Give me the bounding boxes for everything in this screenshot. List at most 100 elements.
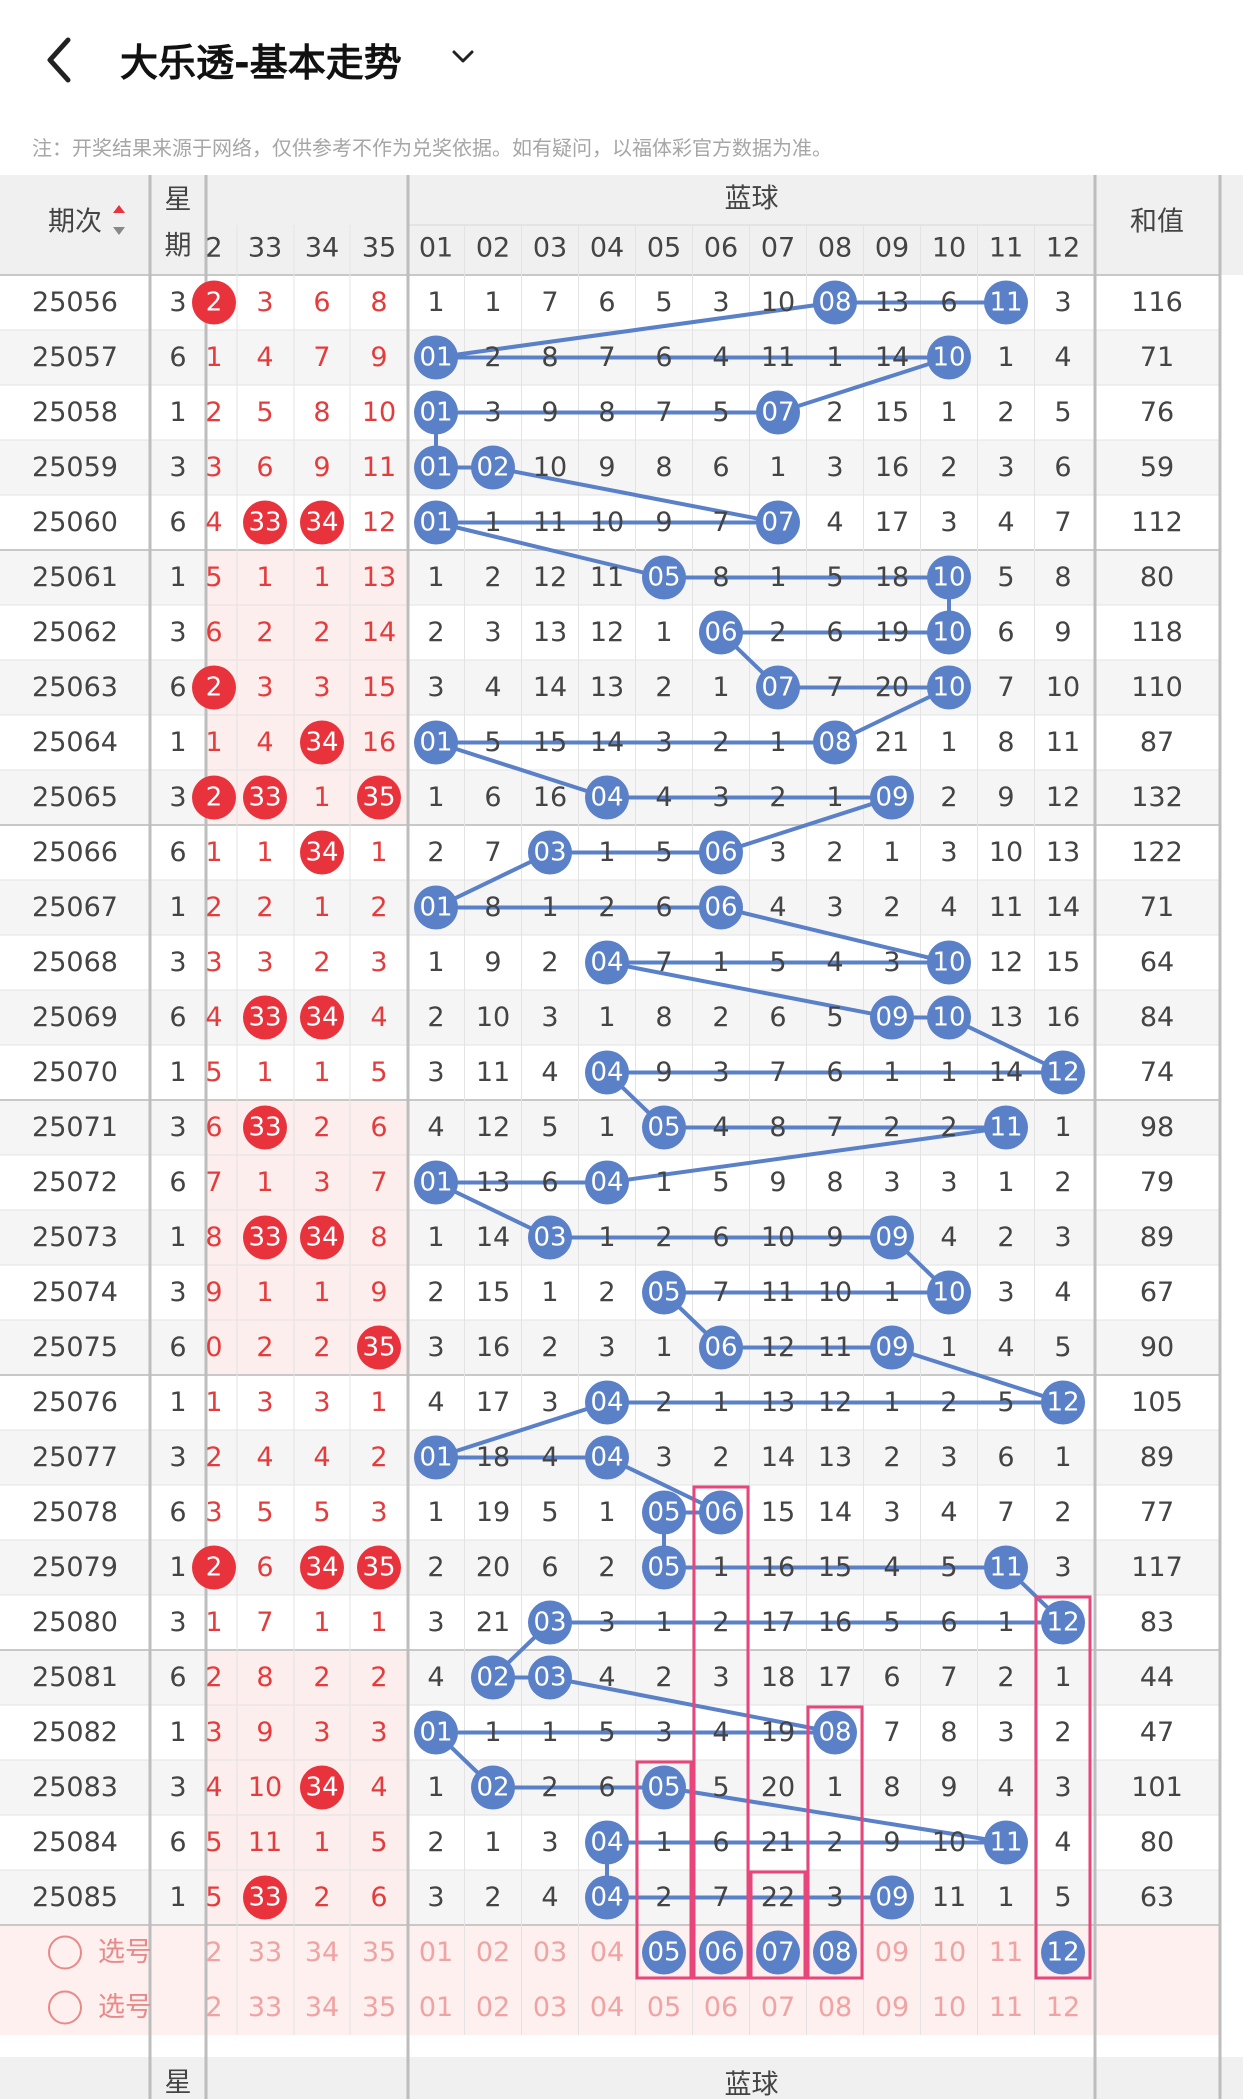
pick-blue-number[interactable]: 03	[533, 1992, 567, 2023]
red-miss-count: 5	[370, 1827, 387, 1858]
pick-blue-number[interactable]: 10	[932, 1992, 966, 2023]
chevron-down-icon[interactable]	[448, 42, 478, 72]
sort-up-icon[interactable]	[113, 205, 125, 213]
pick-row-label[interactable]: 选号	[98, 1937, 152, 1968]
red-miss-count: 6	[313, 287, 330, 318]
table-row-bg	[0, 1320, 1220, 1375]
pick-blue-number[interactable]: 08	[818, 1992, 852, 2023]
red-miss-count: 1	[370, 1387, 387, 1418]
weekday-value: 3	[169, 1772, 186, 1803]
red-miss-count: 1	[313, 1827, 330, 1858]
pick-front-number[interactable]: 35	[362, 1937, 396, 1968]
pick-front-number[interactable]: 2	[205, 1992, 222, 2023]
blue-miss-count: 1	[427, 1497, 444, 1528]
pick-blue-number[interactable]: 11	[989, 1992, 1023, 2023]
pick-area-bg	[0, 1925, 1220, 2035]
red-miss-count: 5	[256, 397, 273, 428]
blue-miss-count: 4	[940, 1222, 957, 1253]
blue-miss-count: 15	[875, 397, 909, 428]
page-title[interactable]: 大乐透-基本走势	[120, 41, 402, 85]
pick-blue-number[interactable]: 01	[419, 1937, 453, 1968]
pick-blue-number[interactable]: 03	[533, 1937, 567, 1968]
pick-blue-number[interactable]: 04	[590, 1992, 624, 2023]
blue-miss-count: 4	[712, 1112, 729, 1143]
pick-blue-number[interactable]: 07	[761, 1938, 794, 1968]
blue-miss-count: 2	[883, 892, 900, 923]
blue-ball-number: 08	[818, 1718, 851, 1748]
red-ball	[357, 775, 401, 820]
pick-radio[interactable]	[48, 1935, 82, 1970]
pick-front-number[interactable]: 2	[205, 1937, 222, 1968]
back-arrow-icon[interactable]	[40, 30, 80, 90]
blue-ball	[471, 1655, 515, 1700]
pick-radio[interactable]	[48, 1990, 82, 2025]
blue-ball-number: 02	[476, 1663, 509, 1693]
front-zone-shade	[206, 660, 408, 715]
pick-blue-number[interactable]: 02	[476, 1992, 510, 2023]
pick-blue-number[interactable]: 05	[647, 1938, 680, 1968]
pick-front-number[interactable]: 33	[248, 1992, 282, 2023]
pick-blue-number[interactable]: 05	[647, 1992, 681, 2023]
red-ball-number: 2	[206, 673, 223, 703]
blue-miss-count: 4	[712, 1717, 729, 1748]
blue-miss-count: 5	[598, 1717, 615, 1748]
pick-blue-number[interactable]: 09	[875, 1937, 909, 1968]
blue-miss-count: 12	[533, 562, 567, 593]
pick-blue-number[interactable]: 12	[1046, 1938, 1079, 1968]
blue-miss-count: 7	[712, 507, 729, 538]
pick-blue-number[interactable]: 06	[704, 1938, 737, 1968]
pick-blue-number[interactable]: 09	[875, 1992, 909, 2023]
pick-blue-number[interactable]: 02	[476, 1937, 510, 1968]
selected-blue-ball[interactable]	[756, 1930, 800, 1975]
blue-miss-count: 5	[712, 397, 729, 428]
blue-miss-count: 3	[1054, 1222, 1071, 1253]
table-row-bg	[0, 1485, 1220, 1540]
pick-front-number[interactable]: 35	[362, 1992, 396, 2023]
blue-miss-count: 9	[598, 452, 615, 483]
blue-miss-count: 13	[1046, 837, 1080, 868]
blue-miss-count: 2	[655, 1387, 672, 1418]
blue-miss-count: 3	[997, 1717, 1014, 1748]
blue-miss-count: 5	[826, 1002, 843, 1033]
selected-blue-ball[interactable]	[1041, 1930, 1085, 1975]
red-miss-count: 3	[205, 947, 222, 978]
pick-blue-number[interactable]: 01	[419, 1992, 453, 2023]
pick-front-number[interactable]: 33	[248, 1937, 282, 1968]
pick-blue-number[interactable]: 07	[761, 1992, 795, 2023]
pick-front-number[interactable]: 34	[305, 1937, 339, 1968]
sum-value: 89	[1140, 1222, 1174, 1253]
blue-ball-number: 09	[875, 1223, 908, 1253]
blue-ball	[642, 1270, 686, 1315]
column-period-label: 期次	[48, 207, 102, 238]
pick-blue-number[interactable]: 10	[932, 1937, 966, 1968]
blue-miss-count: 3	[997, 452, 1014, 483]
blue-miss-count: 3	[427, 1057, 444, 1088]
pick-blue-number[interactable]: 08	[818, 1938, 851, 1968]
sum-value: 80	[1140, 1827, 1174, 1858]
blue-miss-count: 4	[427, 1112, 444, 1143]
pick-blue-number[interactable]: 06	[704, 1992, 738, 2023]
red-miss-count: 2	[205, 1442, 222, 1473]
selected-blue-ball[interactable]	[813, 1930, 857, 1975]
blue-miss-count: 3	[997, 1277, 1014, 1308]
pick-blue-number[interactable]: 12	[1046, 1992, 1080, 2023]
red-ball-number: 33	[248, 1113, 281, 1143]
front-zone-shade	[206, 605, 408, 660]
red-miss-count: 5	[313, 1497, 330, 1528]
blue-ball	[528, 1600, 572, 1645]
highlight-box	[692, 1485, 750, 1980]
pick-front-number[interactable]: 34	[305, 1992, 339, 2023]
blue-ball	[414, 1160, 458, 1205]
selected-blue-ball[interactable]	[642, 1930, 686, 1975]
blue-ball-number: 01	[419, 728, 452, 758]
pick-blue-number[interactable]: 04	[590, 1937, 624, 1968]
blue-ball	[585, 775, 629, 820]
red-miss-count: 3	[205, 1497, 222, 1528]
sort-down-icon[interactable]	[113, 227, 125, 235]
blue-miss-count: 4	[427, 1662, 444, 1693]
pick-row-label[interactable]: 选号	[98, 1992, 152, 2023]
blue-ball	[984, 1820, 1028, 1865]
pick-blue-number[interactable]: 11	[989, 1937, 1023, 1968]
selected-blue-ball[interactable]	[699, 1930, 743, 1975]
